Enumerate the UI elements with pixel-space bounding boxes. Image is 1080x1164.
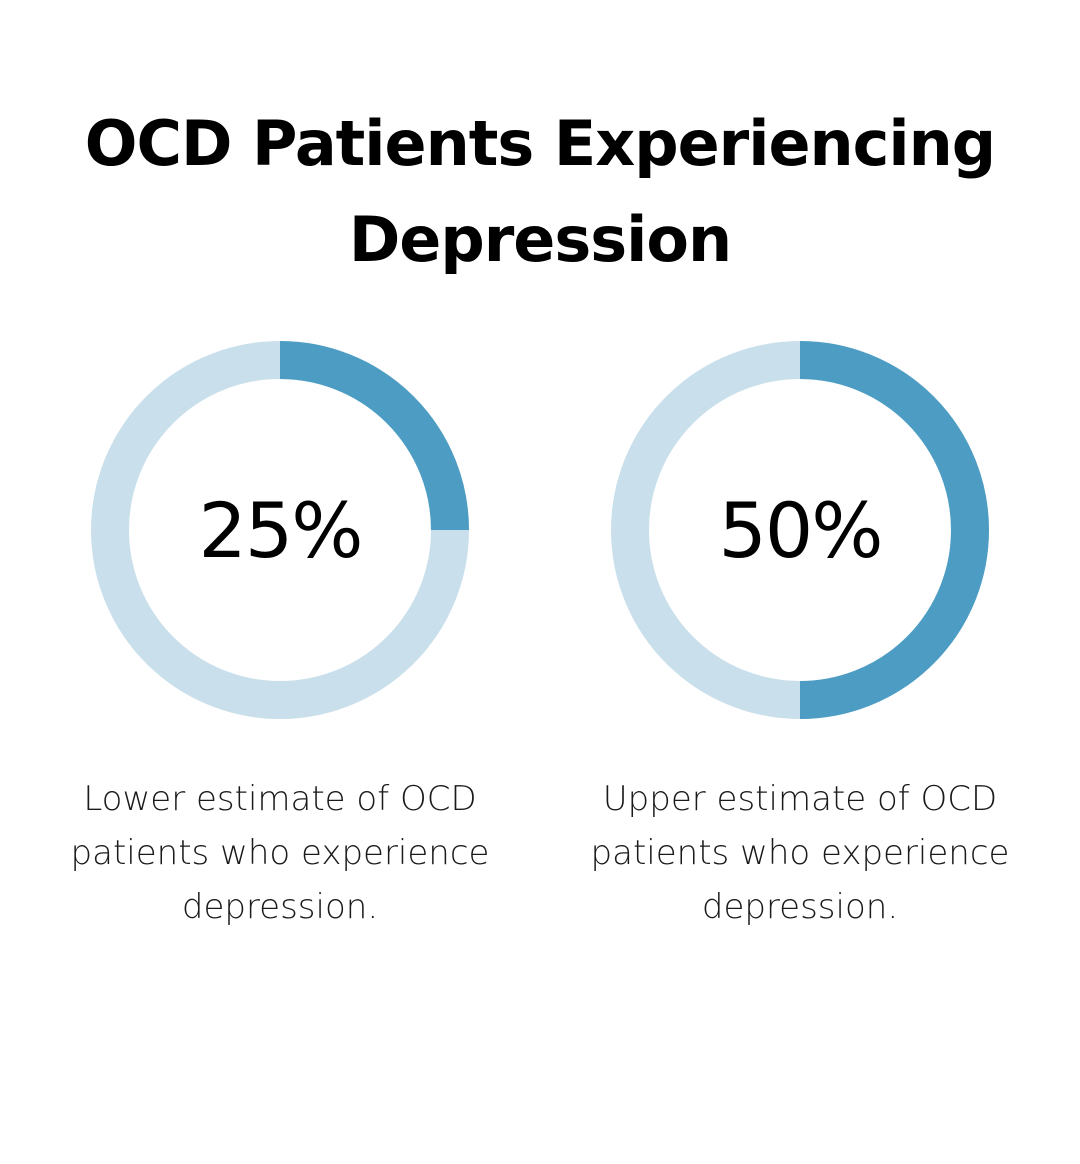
donut-value-label: 25% (198, 485, 364, 575)
donut-ring (611, 341, 989, 719)
donut-ring (91, 341, 469, 719)
donut-chart-upper-estimate: 50% Upper estimate of OCD patients who e… (570, 340, 1030, 960)
donut-caption: Lower estimate of OCD patients who exper… (70, 779, 490, 927)
donut-caption: Upper estimate of OCD patients who exper… (590, 779, 1010, 927)
donut-value-label: 50% (718, 485, 884, 575)
donut-chart-lower-estimate: 25% Lower estimate of OCD patients who e… (50, 340, 510, 960)
page-title: OCD Patients Experiencing Depression (84, 107, 996, 276)
donut-value-arc (279, 341, 469, 531)
donut-value-arc (799, 341, 989, 719)
